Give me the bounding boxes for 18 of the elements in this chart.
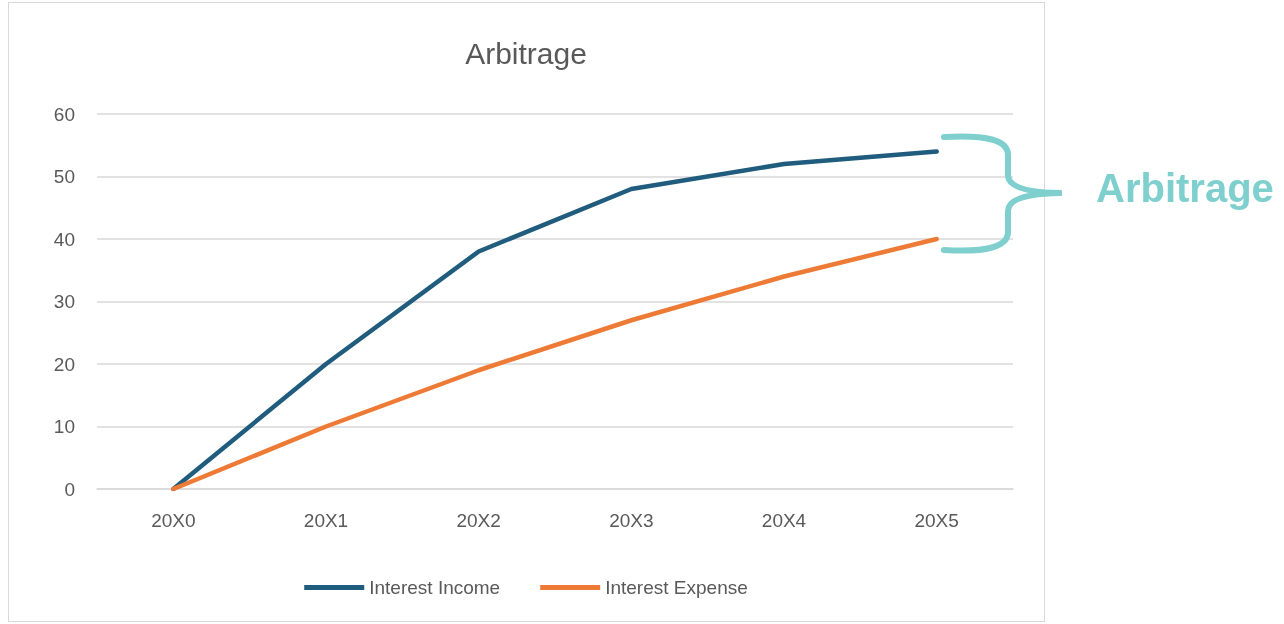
y-tick-label: 40 (53, 228, 75, 250)
y-tick-label: 20 (53, 353, 75, 375)
x-tick-label: 20X4 (761, 510, 807, 531)
x-tick-label: 20X2 (456, 510, 501, 531)
x-tick-label: 20X3 (609, 510, 654, 531)
y-tick-label: 50 (53, 166, 75, 187)
x-tick-label: 20X0 (151, 510, 196, 531)
x-tick-label: 20X1 (303, 510, 349, 531)
y-tick-label: 60 (53, 103, 75, 125)
y-tick-label: 30 (53, 291, 75, 312)
y-tick-label: 0 (64, 478, 75, 500)
legend-label: Interest Income (369, 577, 501, 598)
chart-title: Arbitrage (465, 36, 587, 70)
text: Arbitrage (1096, 166, 1274, 211)
line-series (171, 236, 939, 492)
legend-label: Interest Expense (605, 577, 748, 598)
y-tick-label: 10 (53, 416, 75, 437)
x-tick-label: 20X5 (914, 510, 959, 531)
